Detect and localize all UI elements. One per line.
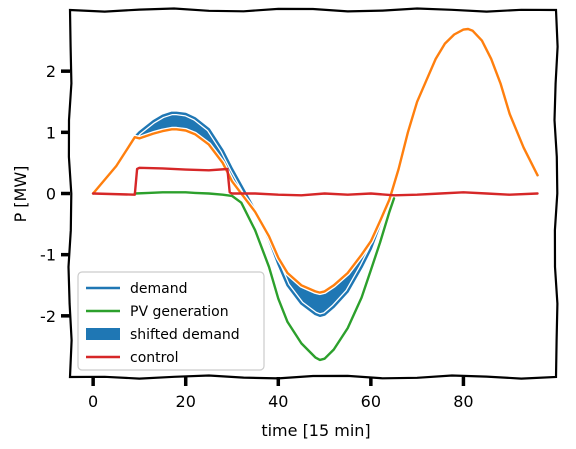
y-tick-label: 2: [46, 62, 56, 81]
y-tick-label: 1: [46, 123, 56, 142]
y-tick-label: -2: [40, 307, 56, 326]
x-axis-label: time [15 min]: [261, 421, 370, 440]
plot-frame: [67, 7, 559, 380]
x-tick-label: 60: [361, 392, 381, 411]
y-axis-label: P [MW]: [11, 166, 30, 223]
legend-swatch-shifted-demand: [86, 328, 120, 340]
legend-label-pv-generation: PV generation: [130, 304, 229, 320]
y-ticks: -2 -1 0 1 2: [40, 62, 70, 326]
x-ticks: 0 20 40 60 80: [88, 377, 474, 411]
x-tick-label: 80: [453, 392, 473, 411]
shifted-demand-line: [91, 27, 539, 294]
series-layer: [91, 26, 540, 362]
y-tick-label: 0: [46, 185, 56, 204]
legend-label-demand: demand: [130, 281, 187, 297]
x-tick-label: 40: [268, 392, 288, 411]
legend-label-shifted-demand: shifted demand: [130, 327, 240, 343]
pv-generation-line: [133, 191, 396, 362]
y-tick-label: -1: [40, 246, 56, 265]
legend-label-control: control: [130, 350, 179, 366]
x-tick-label: 20: [176, 392, 196, 411]
legend: demand PV generation shifted demand control: [77, 271, 265, 371]
x-tick-label: 0: [88, 392, 98, 411]
legend-box: [77, 271, 265, 371]
shifted-demand-line-halo: [91, 26, 540, 296]
control-line: [91, 166, 539, 197]
